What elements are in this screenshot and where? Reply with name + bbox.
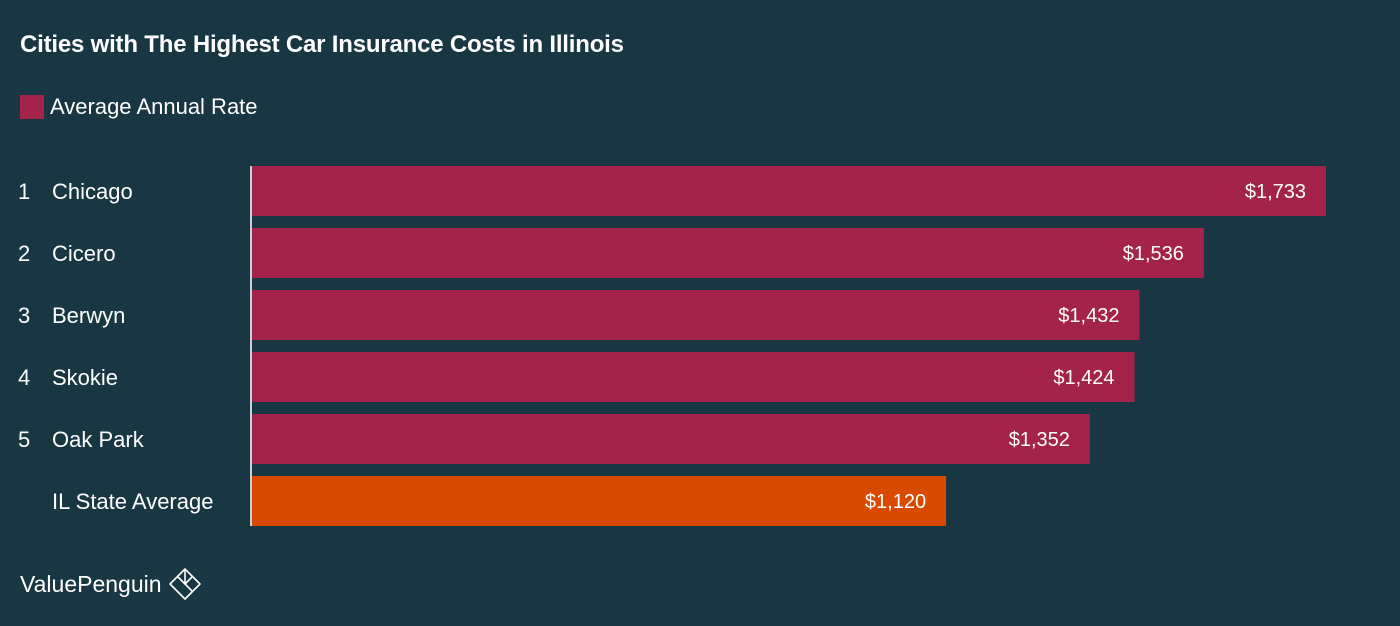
bar [252,476,947,526]
bar [252,166,1326,216]
category-label: IL State Average [52,489,213,514]
bar-row: 5 Oak Park $1,352 [18,414,1090,464]
brand-name: ValuePenguin [20,570,162,597]
rank-label: 4 [18,365,30,390]
bar-row: 4 Skokie $1,424 [18,352,1135,402]
rank-label: 3 [18,303,30,328]
bar [252,352,1135,402]
category-label: Berwyn [52,303,125,328]
value-label: $1,733 [1245,181,1306,203]
bar-row: 3 Berwyn $1,432 [18,290,1140,340]
rank-label: 5 [18,427,30,452]
value-label: $1,352 [1009,429,1070,451]
brand-logo: ValuePenguin [20,567,202,601]
bar-row: 1 Chicago $1,733 [18,166,1326,216]
chart-legend: Average Annual Rate [20,94,258,120]
legend-label: Average Annual Rate [50,94,258,119]
bar [252,414,1090,464]
category-label: Skokie [52,365,118,390]
category-label: Chicago [52,179,133,204]
rank-label: 1 [18,179,30,204]
value-label: $1,536 [1123,243,1184,265]
bar-row: 2 Cicero $1,536 [18,228,1204,278]
rank-label: 2 [18,241,30,266]
bar [252,228,1204,278]
category-label: Cicero [52,241,116,266]
chart-title: Cities with The Highest Car Insurance Co… [20,31,624,58]
category-label: Oak Park [52,427,145,452]
valuepenguin-logo-icon [168,568,201,600]
legend-swatch [20,95,44,119]
value-label: $1,120 [865,491,926,513]
bar [252,290,1140,340]
bar-row: IL State Average $1,120 [52,476,947,526]
value-label: $1,424 [1053,367,1114,389]
value-label: $1,432 [1058,305,1119,327]
